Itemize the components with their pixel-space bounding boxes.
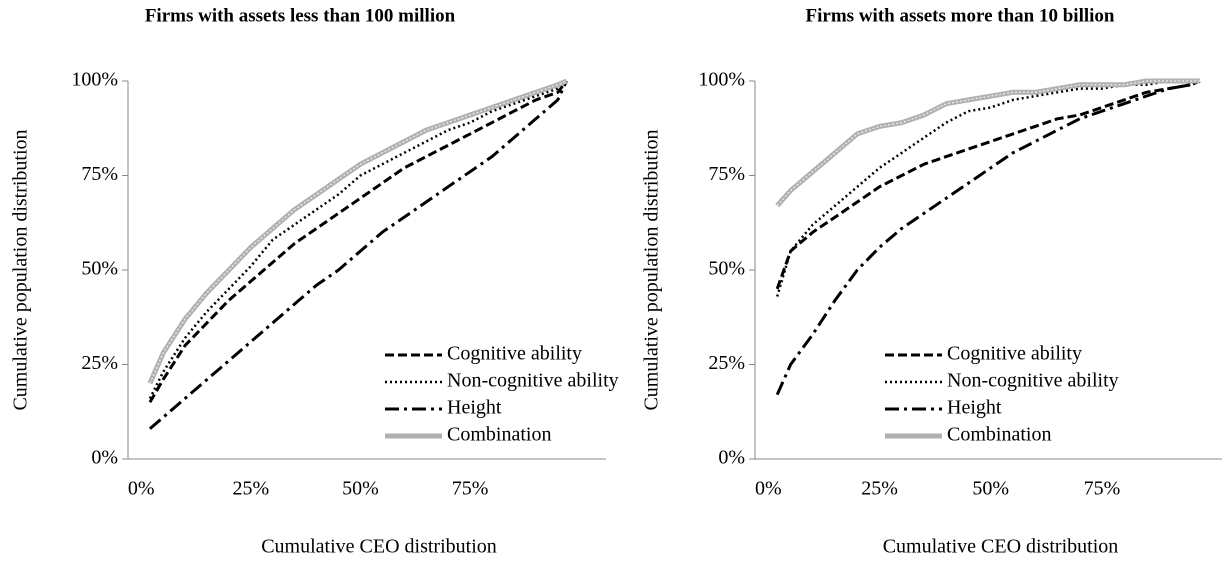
y-tick-label: 0% [718,447,745,469]
x-tick-label: 0% [128,478,155,500]
x-tick-label: 75% [1084,478,1121,500]
y-tick-label: 50% [708,258,745,280]
y-axis-label: Cumulative population distribution [641,129,663,410]
legend-label: Non-cognitive ability [447,370,619,392]
x-tick-label: 25% [861,478,898,500]
y-tick-label: 25% [81,352,118,374]
legend-label: Cognitive ability [947,343,1082,365]
x-tick-label: 75% [452,478,489,500]
y-tick-label: 75% [708,163,745,185]
series-line [147,78,568,385]
y-tick-label: 75% [81,163,118,185]
series-line [776,79,1200,297]
y-tick-label: 50% [81,258,118,280]
x-tick-label: 25% [232,478,269,500]
x-tick-label: 0% [755,478,782,500]
x-axis-label: Cumulative CEO distribution [883,536,1119,558]
series-line [148,80,568,400]
legend-label: Height [947,397,1002,419]
legend-label: Combination [947,424,1051,446]
y-tick-label: 25% [708,352,745,374]
series-line-pattern [776,80,1200,207]
x-tick-label: 50% [342,478,379,500]
y-tick-label: 100% [698,69,745,91]
x-tick-label: 50% [972,478,1009,500]
series-line-pattern [149,80,567,384]
legend-label: Combination [447,424,551,446]
series-line [775,79,1201,290]
x-axis-label: Cumulative CEO distribution [261,536,497,558]
series-line [148,80,568,430]
chart-title: Firms with assets more than 10 billion [806,5,1115,26]
y-tick-label: 0% [91,447,118,469]
legend-label: Height [447,397,502,419]
series-line [148,80,568,404]
legend-label: Cognitive ability [447,343,582,365]
series-line [775,79,1201,396]
legend-label: Non-cognitive ability [947,370,1119,392]
chart-title: Firms with assets less than 100 million [145,5,456,26]
y-axis-label: Cumulative population distribution [10,129,32,410]
y-tick-label: 100% [71,69,118,91]
